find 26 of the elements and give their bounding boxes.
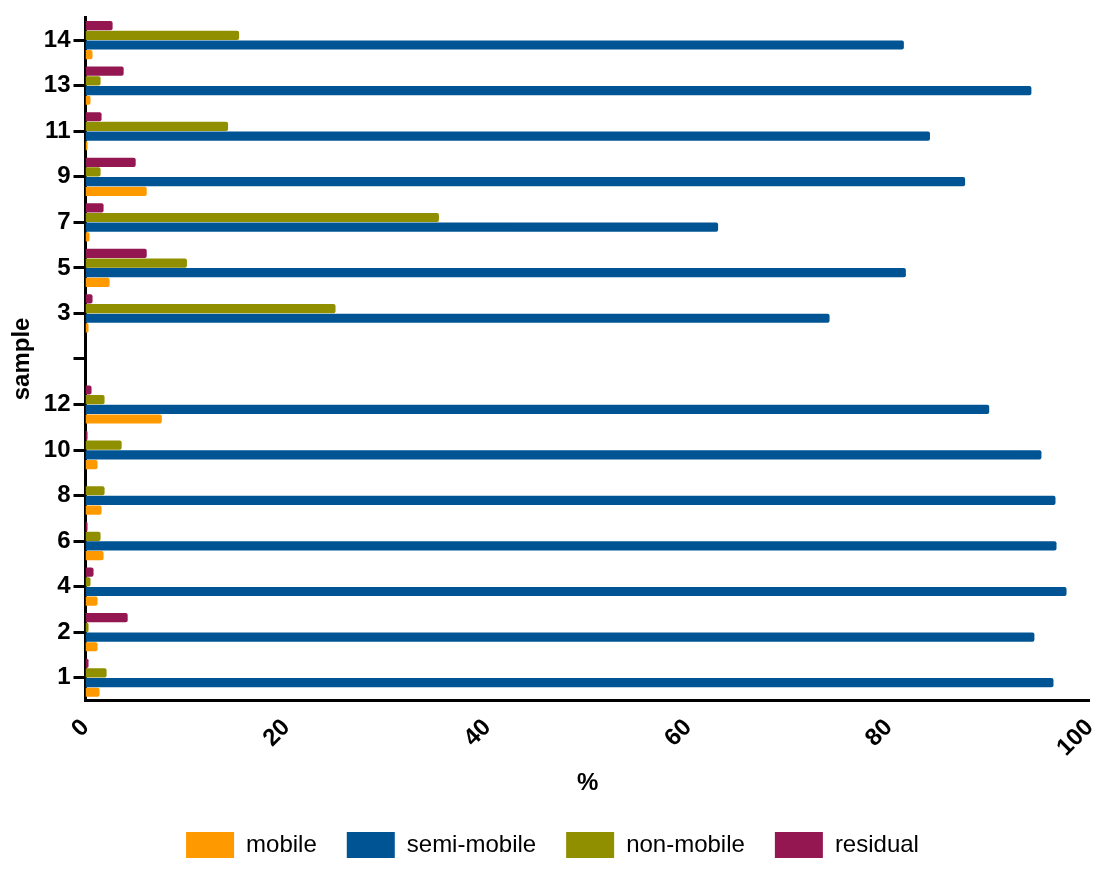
legend-label: non-mobile: [626, 829, 745, 857]
x-tick-label: 100: [1050, 712, 1098, 761]
y-tick-label: 1: [57, 662, 71, 690]
legend-label: residual: [834, 829, 919, 857]
y-tick-label: 6: [57, 525, 71, 553]
y-tick-label: 7: [57, 206, 71, 234]
y-axis-title: sample: [7, 317, 35, 401]
y-tick-label: 11: [45, 115, 71, 143]
y-tick-label: 13: [43, 70, 71, 98]
x-axis-title: %: [576, 768, 599, 796]
y-tick-label: 9: [57, 161, 71, 189]
y-tick-label: 5: [57, 252, 71, 280]
y-tick-label: 10: [43, 434, 71, 462]
y-tick-label: 14: [43, 24, 72, 52]
x-tick-label: 60: [658, 712, 697, 751]
x-tick-label: 40: [457, 712, 496, 751]
legend-label: mobile: [246, 829, 317, 857]
y-tick-label: 8: [57, 480, 71, 508]
x-tick-label: 0: [65, 712, 94, 742]
y-tick-label: 12: [43, 389, 71, 417]
y-tick-label: 2: [57, 616, 71, 644]
y-tick-label: 3: [57, 298, 71, 326]
legend-label: semi-mobile: [406, 829, 537, 857]
x-tick-label: 80: [859, 712, 898, 751]
x-tick-label: 20: [256, 712, 295, 751]
y-tick-label: 4: [57, 571, 72, 599]
